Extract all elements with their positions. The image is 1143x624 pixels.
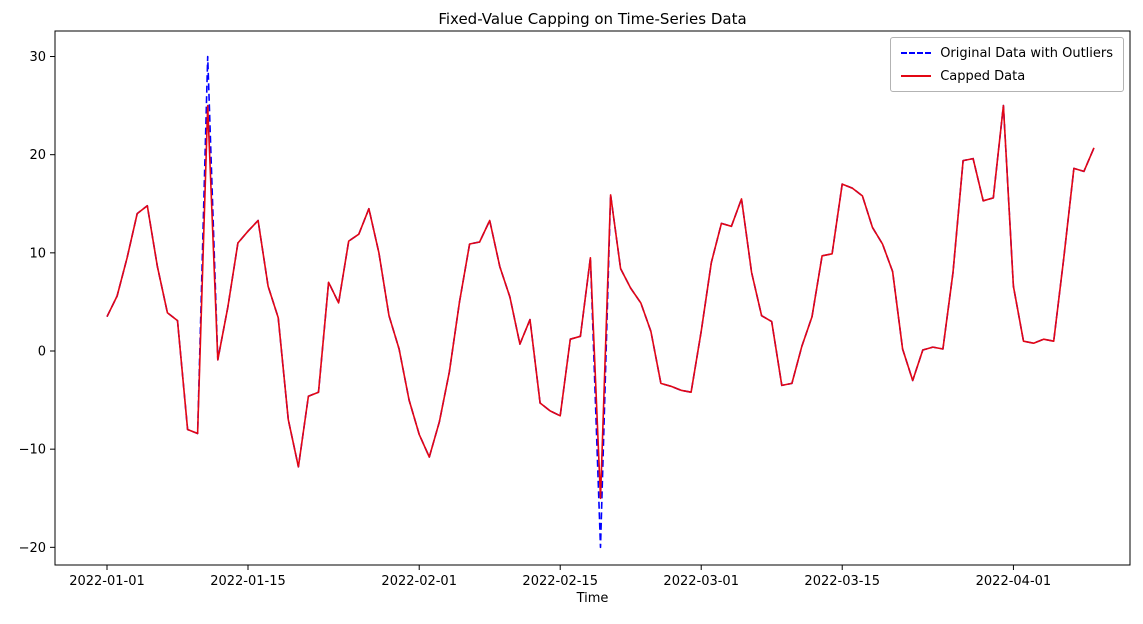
original-data-line <box>106 55 1095 549</box>
legend: Original Data with Outliers Capped Data <box>890 37 1124 92</box>
x-tick-label: 2022-01-01 <box>69 574 145 589</box>
y-tick-label: 20 <box>29 148 46 163</box>
x-tick-label: 2022-03-15 <box>804 574 880 589</box>
x-tick-label: 2022-02-15 <box>522 574 598 589</box>
y-tick-label: 10 <box>29 246 46 261</box>
x-axis-label: Time <box>576 591 609 606</box>
y-tick-label: −20 <box>19 541 46 556</box>
capped-data-line <box>106 104 1095 500</box>
chart-title: Fixed-Value Capping on Time-Series Data <box>438 10 747 28</box>
dashed-line-icon <box>901 52 932 54</box>
legend-label-original: Original Data with Outliers <box>940 45 1113 61</box>
legend-item-capped: Capped Data <box>901 68 1113 84</box>
y-tick-label: 0 <box>38 345 46 360</box>
x-tick-label: 2022-03-01 <box>663 574 739 589</box>
x-tick-label: 2022-01-15 <box>210 574 286 589</box>
solid-line-icon <box>901 75 932 77</box>
legend-label-capped: Capped Data <box>940 68 1026 84</box>
y-tick-label: −10 <box>19 443 46 458</box>
legend-item-original: Original Data with Outliers <box>901 45 1113 61</box>
x-tick-label: 2022-04-01 <box>976 574 1052 589</box>
axes-frame <box>54 30 1131 566</box>
y-tick-label: 30 <box>29 50 46 65</box>
x-tick-label: 2022-02-01 <box>381 574 457 589</box>
